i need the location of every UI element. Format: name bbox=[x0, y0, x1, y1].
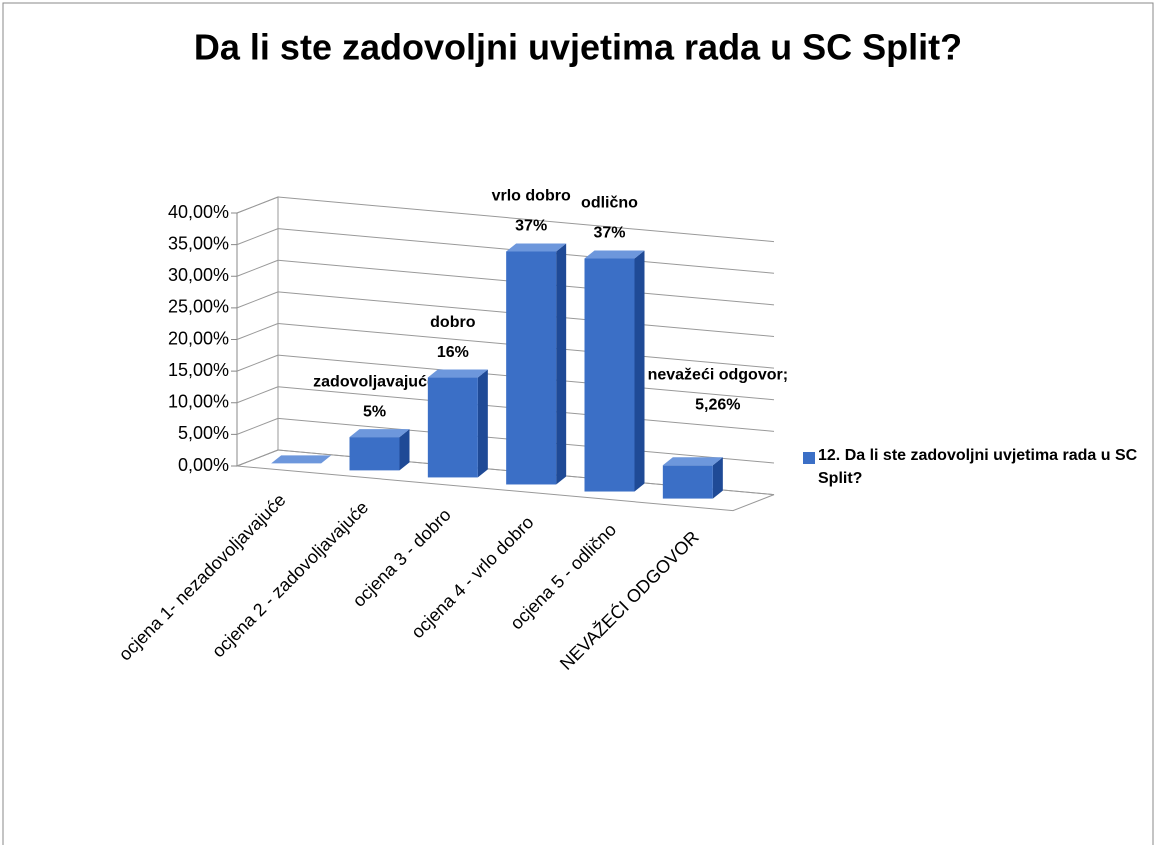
x-tick-label: ocjena 1- nezadovoljavajuće bbox=[115, 490, 290, 665]
y-tick-label: 40,00% bbox=[168, 202, 229, 222]
x-tick-label: ocjena 2 - zadovoljavajuće bbox=[208, 497, 372, 661]
data-label: 5% bbox=[363, 403, 386, 420]
legend-marker bbox=[803, 452, 815, 464]
bar bbox=[349, 437, 400, 471]
data-label: 37% bbox=[515, 218, 547, 235]
y-tick-label: 5,00% bbox=[178, 423, 229, 443]
legend-label: 12. Da li ste zadovoljni uvjetima rada u… bbox=[818, 447, 1138, 487]
y-tick-label: 35,00% bbox=[168, 233, 229, 253]
grid-line bbox=[236, 449, 279, 467]
grid-line bbox=[236, 323, 279, 340]
grid-line bbox=[236, 259, 279, 277]
bar-side bbox=[712, 457, 723, 499]
y-tick-label: 25,00% bbox=[168, 297, 229, 317]
bar-side bbox=[556, 243, 567, 485]
bar-top bbox=[662, 457, 723, 466]
bar-top bbox=[506, 243, 567, 252]
bar-top bbox=[271, 455, 332, 464]
y-tick-label: 15,00% bbox=[168, 360, 229, 380]
x-tick-label: ocjena 3 - dobro bbox=[349, 505, 455, 611]
data-label-name: vrlo dobro bbox=[492, 188, 571, 205]
legend: 12. Da li ste zadovoljni uvjetima rada u… bbox=[818, 447, 1138, 487]
grid-line bbox=[236, 386, 279, 404]
grid-line bbox=[236, 228, 279, 246]
y-tick-label: 10,00% bbox=[168, 392, 229, 412]
data-label: 37% bbox=[593, 225, 625, 242]
bar bbox=[427, 377, 478, 478]
data-label-name: dobro bbox=[430, 314, 476, 331]
bar-side bbox=[399, 429, 410, 471]
data-label: 16% bbox=[437, 344, 469, 361]
grid-line bbox=[236, 417, 279, 435]
data-label-name: nevažeći odgovor; bbox=[648, 367, 788, 384]
data-label: 5,26% bbox=[695, 397, 740, 414]
bar bbox=[584, 258, 635, 492]
bar bbox=[506, 251, 557, 485]
grid-line bbox=[236, 291, 279, 309]
bar-top bbox=[349, 429, 410, 438]
y-tick-label: 30,00% bbox=[168, 265, 229, 285]
y-tick-label: 0,00% bbox=[178, 455, 229, 475]
chart-title: Da li ste zadovoljni uvjetima rada u SC … bbox=[194, 27, 962, 68]
y-tick-label: 20,00% bbox=[168, 328, 229, 348]
grid-line bbox=[236, 354, 279, 372]
bar-side bbox=[477, 369, 488, 478]
bar-side bbox=[634, 250, 645, 492]
grid-line bbox=[236, 196, 279, 214]
bar-top bbox=[584, 250, 645, 259]
grid-line bbox=[277, 196, 775, 243]
bar-top bbox=[427, 369, 488, 378]
data-label-name: odlično bbox=[581, 195, 638, 212]
data-label-name: zadovoljavajuće bbox=[313, 373, 436, 390]
bar bbox=[662, 465, 713, 499]
